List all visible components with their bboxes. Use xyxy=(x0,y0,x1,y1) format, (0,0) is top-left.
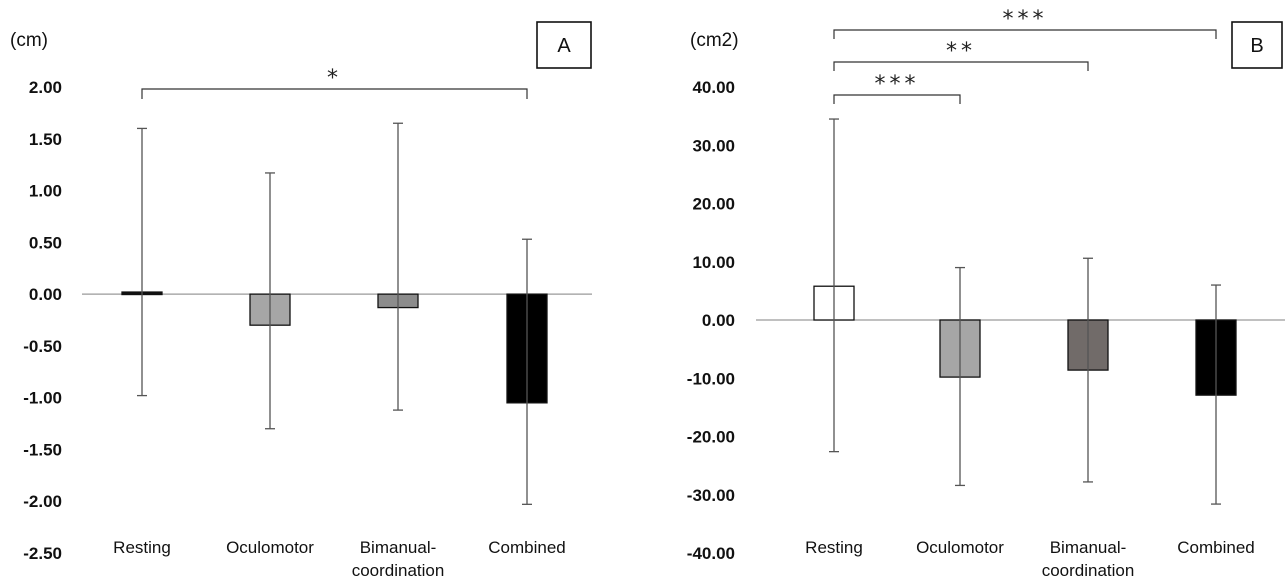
y-tick-label: -40.00 xyxy=(687,544,735,563)
x-category-label: Bimanual-coordination xyxy=(352,538,445,580)
y-tick-label: 10.00 xyxy=(692,253,735,272)
significance-bracket xyxy=(833,94,961,104)
y-tick-label: 0.50 xyxy=(29,233,62,252)
x-category-label: Oculomotor xyxy=(916,538,1004,557)
y-tick-label: 0.00 xyxy=(29,285,62,304)
significance-bracket xyxy=(833,29,1217,39)
chart-panel-a: (cm) A 2.00 1.50 1.00 0.50 0.00 -0.50 -1.00 -1.50… xyxy=(10,21,592,580)
x-category-label: Bimanual-coordination xyxy=(1042,538,1135,580)
x-category-label: Oculomotor xyxy=(226,538,314,557)
x-category-label: Resting xyxy=(113,538,171,557)
y-tick-label: 30.00 xyxy=(692,136,735,155)
y-tick-label: -20.00 xyxy=(687,428,735,447)
y-unit-label: (cm2) xyxy=(690,30,739,51)
significance-marker: ** xyxy=(946,39,976,64)
y-tick-label: -30.00 xyxy=(687,486,735,505)
y-tick-label: -1.50 xyxy=(23,440,62,459)
y-tick-label: 40.00 xyxy=(692,78,735,97)
y-tick-label: -2.00 xyxy=(23,492,62,511)
y-tick-label: 1.50 xyxy=(29,130,62,149)
panel-label-box xyxy=(1231,21,1283,69)
x-category-label: Combined xyxy=(488,538,566,557)
y-tick-label: 1.00 xyxy=(29,182,62,201)
panel-label: B xyxy=(1250,35,1263,57)
y-tick-label: -0.50 xyxy=(23,337,62,356)
y-tick-label: 0.00 xyxy=(702,311,735,330)
significance-bracket xyxy=(141,88,528,99)
chart-panel-b: (cm2) B 40.00 30.00 20.00 10.00 0.00 -10.00 -20.… xyxy=(687,7,1285,580)
y-unit-label: (cm) xyxy=(10,30,48,51)
y-tick-label: 20.00 xyxy=(692,195,735,214)
y-tick-label: -1.00 xyxy=(23,389,62,408)
x-category-label: Combined xyxy=(1177,538,1255,557)
panel-label-box xyxy=(536,21,592,69)
panel-label: A xyxy=(557,35,571,57)
significance-marker: *** xyxy=(1003,7,1048,32)
significance-marker: *** xyxy=(875,72,920,97)
significance-marker: * xyxy=(327,66,342,91)
significance-bracket xyxy=(833,61,1089,71)
x-category-label: Resting xyxy=(805,538,863,557)
y-tick-label: -10.00 xyxy=(687,369,735,388)
y-tick-label: 2.00 xyxy=(29,78,62,97)
y-tick-label: -2.50 xyxy=(23,544,62,563)
